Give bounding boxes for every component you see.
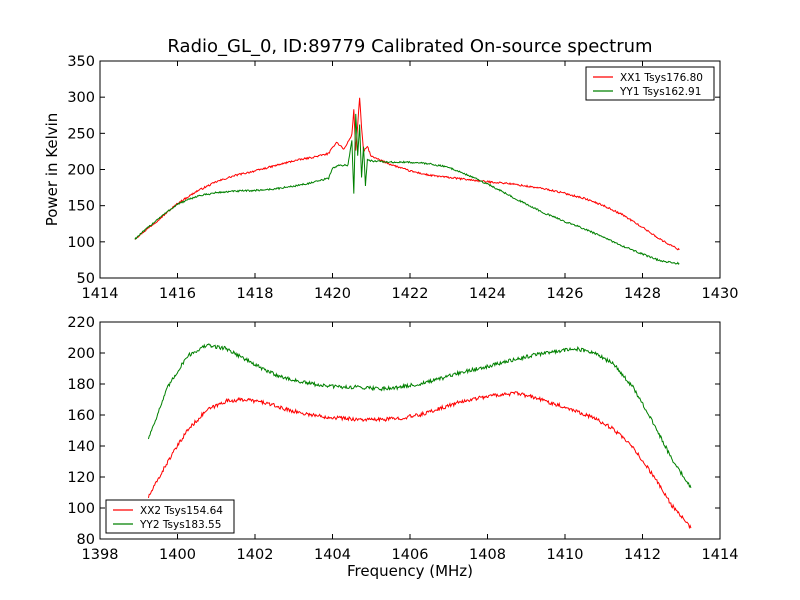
x-tick-label: 1408 bbox=[469, 547, 506, 563]
y-tick-label: 150 bbox=[67, 199, 95, 215]
x-tick-label: 1400 bbox=[159, 547, 196, 563]
y-tick-label: 220 bbox=[67, 315, 95, 331]
legend-entry-label: YY2 Tsys183.55 bbox=[139, 519, 221, 531]
x-tick-label: 1404 bbox=[314, 547, 351, 563]
x-axis-title: Frequency (MHz) bbox=[347, 562, 473, 580]
y-tick-label: 250 bbox=[67, 126, 95, 142]
x-tick-label: 1402 bbox=[237, 547, 274, 563]
top-plot-xx1-yy1: 1414 1416 1418 1420 1422 1424 1426 1428 1430 50 10… bbox=[43, 54, 738, 302]
legend-entry-label: XX2 Tsys154.64 bbox=[140, 505, 223, 517]
x-tick-label: 1424 bbox=[469, 286, 506, 302]
x-tick-label: 1430 bbox=[702, 286, 739, 302]
series-line-1-0 bbox=[147, 391, 692, 530]
y-tick-label: 300 bbox=[67, 90, 95, 106]
x-tick-label: 1406 bbox=[392, 547, 429, 563]
y-tick-label: 80 bbox=[77, 532, 95, 548]
y-tick-label: 50 bbox=[77, 271, 95, 287]
series-line-0-0 bbox=[134, 97, 680, 251]
y-tick-label: 140 bbox=[67, 439, 95, 455]
bottom-plot-xx2-yy2: 1398 1400 1402 1404 1406 1408 1410 1412 1414 80 10… bbox=[67, 315, 738, 580]
y-tick-label: 120 bbox=[67, 470, 95, 486]
x-tick-label: 1420 bbox=[314, 286, 351, 302]
x-tick-label: 1416 bbox=[159, 286, 196, 302]
series-line-1-1 bbox=[147, 343, 692, 489]
x-tick-label: 1414 bbox=[702, 547, 739, 563]
y-tick-label: 180 bbox=[67, 377, 95, 393]
y-tick-label: 100 bbox=[67, 235, 95, 251]
legend-box bbox=[105, 499, 235, 534]
figure-title: Radio_GL_0, ID:89779 Calibrated On-sourc… bbox=[167, 36, 652, 57]
x-tick-label: 1414 bbox=[82, 286, 119, 302]
x-tick-label: 1412 bbox=[624, 547, 661, 563]
x-tick-label: 1398 bbox=[82, 547, 119, 563]
series-line-0-1 bbox=[134, 113, 680, 265]
y-axis-title: Power in Kelvin bbox=[43, 113, 61, 227]
legend: XX2 Tsys154.64 YY2 Tsys183.55 bbox=[105, 499, 235, 534]
legend-box bbox=[585, 66, 715, 101]
legend: XX1 Tsys176.80 YY1 Tsys162.91 bbox=[585, 66, 715, 101]
x-tick-label: 1418 bbox=[237, 286, 274, 302]
x-tick-label: 1422 bbox=[392, 286, 429, 302]
y-tick-label: 350 bbox=[67, 54, 95, 70]
y-tick-label: 160 bbox=[67, 408, 95, 424]
x-tick-label: 1428 bbox=[624, 286, 661, 302]
x-tick-label: 1426 bbox=[547, 286, 584, 302]
y-tick-label: 100 bbox=[67, 501, 95, 517]
x-tick-label: 1410 bbox=[547, 547, 584, 563]
y-tick-label: 200 bbox=[67, 346, 95, 362]
legend-entry-label: YY1 Tsys162.91 bbox=[619, 86, 701, 98]
legend-entry-label: XX1 Tsys176.80 bbox=[620, 72, 703, 84]
y-tick-label: 200 bbox=[67, 163, 95, 179]
